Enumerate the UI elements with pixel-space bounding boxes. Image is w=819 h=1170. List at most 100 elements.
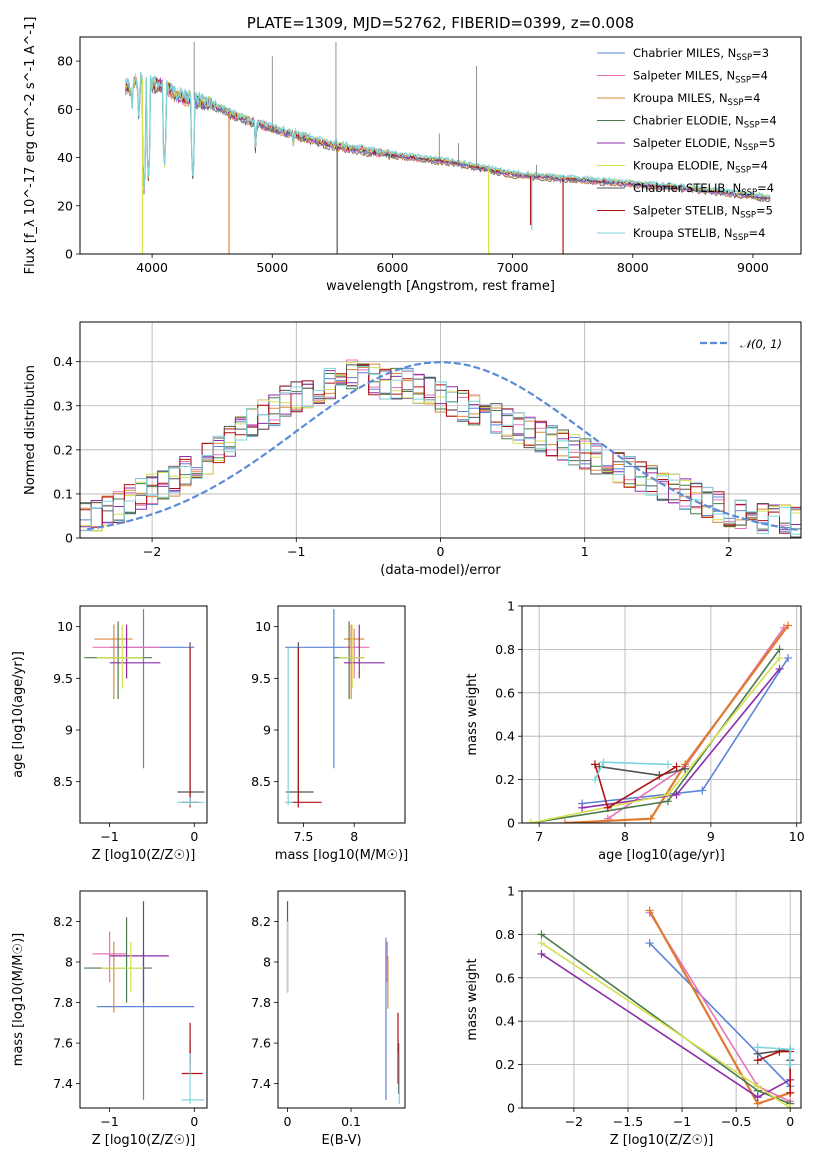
weight-marker (775, 645, 784, 654)
metallicity-weight-panel: −2 −1.5 −1 −0.5 0 0 0.2 0.4 0.6 0.8 1 Z [log10(Z/Z☉… (465, 884, 802, 1148)
weight-marker (753, 1093, 762, 1102)
legend-value: =4 (751, 159, 768, 173)
weight-marker (786, 1045, 795, 1054)
weight-line-salpeter_miles (607, 627, 785, 820)
y-tick-label: 0 (507, 816, 515, 831)
legend-label: Salpeter MILES, N (633, 69, 735, 83)
weight-marker (537, 930, 546, 939)
x-tick-label: −1.5 (613, 1114, 643, 1129)
x-tick-label: −1 (673, 1114, 691, 1129)
weight-marker (775, 664, 784, 673)
x-tick-label: −1 (100, 829, 118, 844)
legend-subscript: SSP (733, 233, 749, 243)
y-tick-label: 80 (57, 54, 73, 69)
legend-entry: 𝒩(0, 1) (740, 337, 782, 351)
weight-marker (681, 764, 690, 773)
legend-label: Kroupa STELIB, N (633, 226, 733, 240)
weight-marker (537, 949, 546, 958)
legend-label: Chabrier STELIB, N (633, 181, 741, 195)
y-tick-label: 9 (263, 723, 271, 738)
weight-marker (698, 786, 707, 795)
x-axis-label: age [log10(age/yr)] (598, 848, 725, 863)
axes-frame (277, 890, 406, 1109)
legend-value: =5 (759, 136, 776, 150)
weight-line-orange (648, 909, 791, 1106)
weight-line-kroupa_elodie (541, 942, 791, 1108)
axes-frame (521, 605, 802, 824)
x-tick-label: −0.5 (721, 1114, 751, 1129)
y-tick-label: 7.6 (53, 1036, 73, 1051)
errorbar-kroupa_elodie (338, 624, 365, 689)
errorbar-chabrier_elodie (84, 917, 152, 1003)
x-tick-label: −1 (100, 1114, 118, 1129)
y-axis-label: mass weight (465, 958, 480, 1040)
grid (522, 605, 801, 824)
y-tick-label: 8.5 (251, 774, 271, 789)
ebv-mass-panel: 0 0.1 7.4 7.6 7.8 8 8.2 E(B-V) (251, 890, 406, 1148)
legend-value: =4 (743, 91, 760, 105)
y-tick-label: 0.6 (495, 685, 515, 700)
spectrum-line-kroupa_stelib (125, 72, 771, 199)
weight-marker (590, 775, 599, 784)
legend-entry: Salpeter STELIB, NSSP=5 (633, 204, 773, 221)
y-axis-label: mass weight (465, 673, 480, 755)
residual-histogram-panel: −2 −1 0 1 2 0 0.1 0.2 0.3 0.4 (data-model)/error No… (23, 321, 802, 578)
x-tick-label: 4000 (136, 260, 168, 275)
x-tick-label: 7.5 (293, 829, 313, 844)
x-tick-label: −2 (565, 1114, 583, 1129)
errorbar-kroupa_miles (344, 624, 365, 699)
y-tick-label: 7.4 (251, 1076, 271, 1091)
errorbar-salpeter_stelib (181, 647, 199, 808)
legend-value: =4 (748, 226, 765, 240)
weight-marker (663, 760, 672, 769)
plot-area (84, 901, 205, 1104)
plot-area (285, 609, 385, 808)
x-tick-label: 8000 (617, 260, 649, 275)
weight-marker (786, 1088, 795, 1097)
legend-subscript: SSP (736, 53, 752, 63)
legend-subscript: SSP (735, 166, 751, 176)
x-tick-label: 0 (284, 1114, 292, 1129)
y-tick-label: 0.2 (495, 772, 515, 787)
legend-label: Chabrier MILES, N (633, 46, 736, 60)
y-axis-label: Flux [f_λ 10^-17 erg cm^-2 s^-1 A^-1] (23, 17, 38, 275)
legend-value: =4 (760, 114, 777, 128)
errorbar-chabrier_miles (285, 609, 360, 769)
weight-marker (590, 760, 599, 769)
y-tick-label: 0.2 (495, 1057, 515, 1072)
legend-entry: Kroupa ELODIE, NSSP=4 (633, 159, 768, 176)
x-tick-label: −1 (287, 544, 305, 559)
weight-marker (645, 906, 654, 915)
errorbar-kroupa_stelib (285, 647, 294, 806)
axes-frame (277, 605, 406, 824)
y-tick-label: 1 (507, 599, 515, 614)
weight-marker (537, 939, 546, 948)
x-tick-label: 5000 (256, 260, 288, 275)
weight-marker (645, 939, 654, 948)
y-tick-label: 7.4 (53, 1076, 73, 1091)
plot-area (526, 621, 793, 823)
x-axis-label: Z [log10(Z/Z☉)] (92, 848, 196, 863)
y-tick-label: 0.6 (495, 970, 515, 985)
errorbar-salpeter_elodie (344, 624, 385, 679)
y-tick-label: 8.2 (251, 914, 271, 929)
axes-frame (521, 890, 802, 1109)
x-tick-label: 1 (581, 544, 589, 559)
legend-value: =4 (757, 181, 774, 195)
weight-marker (672, 762, 681, 771)
y-tick-label: 9.5 (251, 671, 271, 686)
legend-subscript: SSP (743, 143, 759, 153)
legend-label: Chabrier ELODIE, N (633, 114, 744, 128)
legend-value: =4 (751, 69, 768, 83)
axes-frame (79, 890, 208, 1109)
y-axis-label: Normed distribution (23, 365, 38, 495)
y-tick-label: 0.8 (495, 642, 515, 657)
errorbar-salpeter_miles (92, 931, 127, 983)
errorbar-kroupa_elodie (96, 624, 144, 689)
y-axis-label: age [log10(age/yr)] (11, 651, 26, 778)
weight-marker (646, 814, 655, 823)
y-tick-label: 7.6 (251, 1036, 271, 1051)
legend-subscript: SSP (735, 76, 751, 86)
y-tick-label: 0 (65, 531, 73, 546)
